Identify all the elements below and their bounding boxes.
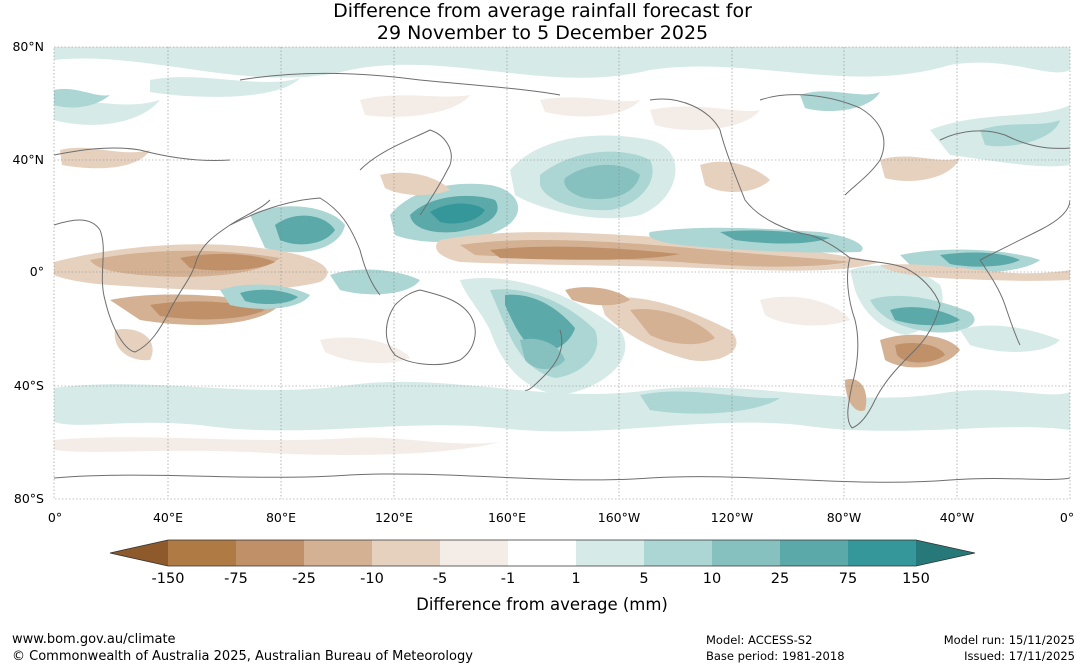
anomaly-field: [54, 47, 1070, 499]
lon-label: 0°: [1060, 510, 1074, 525]
colorbar-tick: 5: [639, 571, 648, 587]
lon-label: 40°W: [940, 510, 975, 525]
longitude-labels: 0° 40°E 80°E 120°E 160°E 160°W 120°W 80°…: [48, 510, 1074, 525]
lat-label: 80°S: [14, 491, 44, 506]
colorbar-tick: -5: [433, 571, 447, 587]
colorbar-swatch: [780, 540, 848, 566]
run-info: Model run: 15/11/2025 Issued: 17/11/2025: [944, 632, 1075, 664]
model-name: Model: ACCESS-S2: [706, 633, 813, 647]
colorbar-tick: -75: [224, 571, 248, 587]
issued-date: Issued: 17/11/2025: [964, 649, 1075, 663]
colorbar-tick-labels: -150 -75 -25 -10 -5 -1 1 5 10 25 75 150: [152, 571, 930, 587]
copyright-text: © Commonwealth of Australia 2025, Austra…: [12, 649, 473, 664]
lon-label: 120°E: [375, 510, 413, 525]
colorbar-tick: 25: [771, 571, 789, 587]
colorbar-swatch: [712, 540, 780, 566]
colorbar-swatch: [848, 540, 916, 566]
coastlines: [54, 72, 1070, 483]
lon-label: 80°W: [827, 510, 862, 525]
lon-label: 120°W: [711, 510, 753, 525]
title-line-2: 29 November to 5 December 2025: [376, 22, 709, 44]
model-run-date: Model run: 15/11/2025: [943, 633, 1075, 647]
bom-url-link[interactable]: www.bom.gov.au/climate: [12, 632, 176, 647]
colorbar-swatch: [304, 540, 372, 566]
lon-label: 80°E: [266, 510, 296, 525]
colorbar-swatch: [372, 540, 440, 566]
model-info: Model: ACCESS-S2 Base period: 1981-2018: [706, 632, 845, 664]
colorbar-low-extension: [110, 540, 168, 566]
lat-label: 40°N: [12, 152, 44, 167]
colorbar-high-extension: [916, 540, 975, 566]
colorbar-label: Difference from average (mm): [416, 595, 668, 614]
lon-label: 160°W: [598, 510, 640, 525]
colorbar-tick: -150: [152, 571, 185, 587]
graticule: [54, 47, 1070, 499]
colorbar-swatch: [576, 540, 644, 566]
colorbar-swatch: [508, 540, 576, 566]
colorbar-swatch: [168, 540, 236, 566]
title-line-1: Difference from average rainfall forecas…: [333, 0, 752, 22]
colorbar: [109, 539, 976, 567]
colorbar-tick: 150: [902, 571, 930, 587]
latitude-labels: 80°N 40°N 0° 40°S 80°S: [12, 39, 44, 506]
colorbar-tick: 75: [839, 571, 857, 587]
base-period: Base period: 1981-2018: [706, 649, 845, 663]
lat-label: 40°S: [14, 378, 44, 393]
lon-label: 0°: [48, 510, 62, 525]
colorbar-tick: 10: [703, 571, 721, 587]
lon-label: 40°E: [153, 510, 183, 525]
colorbar-swatch: [440, 540, 508, 566]
colorbar-tick: -1: [501, 571, 515, 587]
rainfall-anomaly-map: 80°N 40°N 0° 40°S 80°S 0° 40°E 80°E 120°…: [12, 39, 1074, 614]
lat-label: 0°: [30, 264, 44, 279]
colorbar-tick: 1: [571, 571, 580, 587]
lon-label: 160°E: [488, 510, 526, 525]
colorbar-tick: -25: [292, 571, 316, 587]
chart-title: Difference from average rainfall forecas…: [0, 0, 1085, 44]
colorbar-tick: -10: [360, 571, 384, 587]
colorbar-swatch: [236, 540, 304, 566]
lat-label: 80°N: [12, 39, 44, 54]
footer-credits: www.bom.gov.au/climate © Commonwealth of…: [12, 631, 473, 665]
colorbar-swatch: [644, 540, 712, 566]
